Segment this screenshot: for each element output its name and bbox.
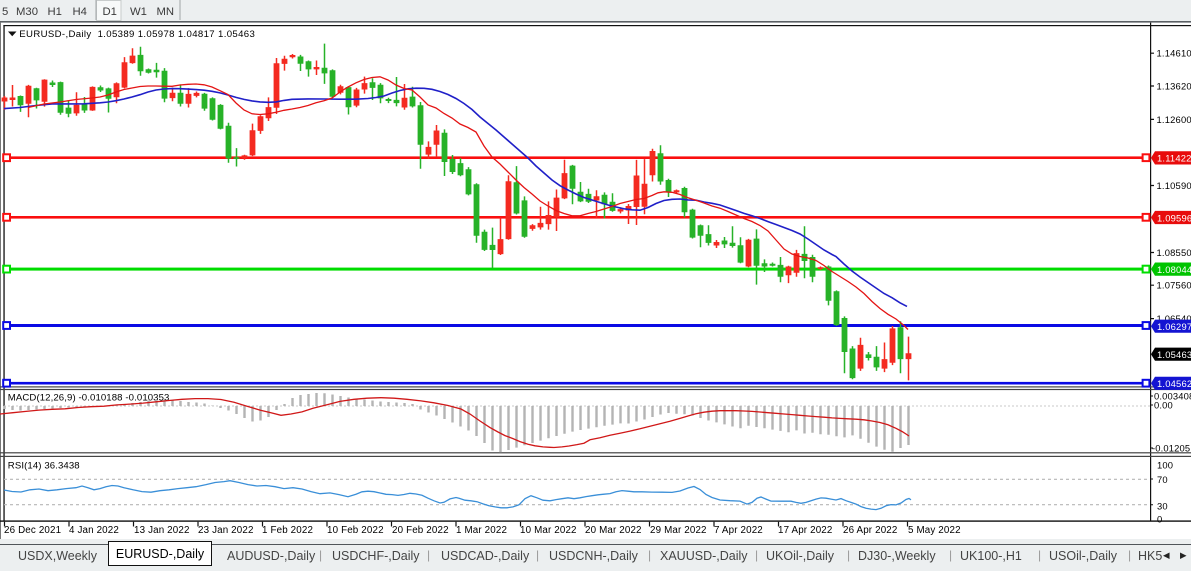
svg-text:10 Feb 2022: 10 Feb 2022 <box>327 525 384 536</box>
svg-text:1.06540: 1.06540 <box>1157 313 1191 324</box>
svg-text:H4: H4 <box>73 6 87 18</box>
svg-text:1 Feb 2022: 1 Feb 2022 <box>262 525 313 536</box>
svg-text:7 Apr 2022: 7 Apr 2022 <box>714 525 763 536</box>
svg-text:1.14610: 1.14610 <box>1157 48 1191 59</box>
svg-text:1 Mar 2022: 1 Mar 2022 <box>456 525 507 536</box>
svg-text:MACD(12,26,9) -0.010188 -0.010: MACD(12,26,9) -0.010188 -0.010353 <box>8 393 170 404</box>
svg-text:4 Jan 2022: 4 Jan 2022 <box>69 525 119 536</box>
svg-text:0: 0 <box>1157 514 1162 525</box>
svg-text:H1: H1 <box>48 6 62 18</box>
svg-text:29 Mar 2022: 29 Mar 2022 <box>650 525 707 536</box>
svg-text:1.05463: 1.05463 <box>1157 349 1191 360</box>
svg-text:20 Feb 2022: 20 Feb 2022 <box>392 525 449 536</box>
svg-text:D1: D1 <box>103 6 117 18</box>
svg-text:1.07560: 1.07560 <box>1157 280 1191 291</box>
svg-text:26 Apr 2022: 26 Apr 2022 <box>843 525 898 536</box>
svg-text:1.04562: 1.04562 <box>1157 378 1191 389</box>
svg-text:MN: MN <box>157 6 175 18</box>
svg-text:1.12600: 1.12600 <box>1157 114 1191 125</box>
svg-text:1.09596: 1.09596 <box>1157 212 1191 223</box>
svg-text:5 May 2022: 5 May 2022 <box>908 525 961 536</box>
svg-text:13 Jan 2022: 13 Jan 2022 <box>134 525 190 536</box>
svg-text:1.08044: 1.08044 <box>1157 264 1191 275</box>
svg-text:1.08550: 1.08550 <box>1157 247 1191 258</box>
svg-text:EURUSD-,Daily 1.05389 1.05978: EURUSD-,Daily 1.05389 1.05978 1.04817 1.… <box>19 29 255 40</box>
svg-text:20 Mar 2022: 20 Mar 2022 <box>585 525 642 536</box>
svg-text:70: 70 <box>1157 474 1168 485</box>
svg-text:1.13620: 1.13620 <box>1157 81 1191 92</box>
svg-text:W1: W1 <box>130 6 147 18</box>
svg-text:0.00: 0.00 <box>1154 400 1173 411</box>
svg-text:M30: M30 <box>16 6 38 18</box>
svg-text:17 Apr 2022: 17 Apr 2022 <box>778 525 833 536</box>
svg-text:5: 5 <box>2 6 8 18</box>
svg-text:26 Dec 2021: 26 Dec 2021 <box>4 525 61 536</box>
svg-text:100: 100 <box>1157 460 1173 471</box>
svg-text:RSI(14) 36.3438: RSI(14) 36.3438 <box>8 460 80 471</box>
svg-text:0.003408: 0.003408 <box>1154 391 1191 402</box>
svg-text:-0.01205: -0.01205 <box>1152 443 1190 454</box>
svg-text:1.11422: 1.11422 <box>1157 153 1191 164</box>
svg-text:30: 30 <box>1157 501 1168 512</box>
svg-text:10 Mar 2022: 10 Mar 2022 <box>520 525 577 536</box>
svg-text:23 Jan 2022: 23 Jan 2022 <box>198 525 254 536</box>
svg-text:1.06297: 1.06297 <box>1157 321 1191 332</box>
svg-text:1.10590: 1.10590 <box>1157 180 1191 191</box>
